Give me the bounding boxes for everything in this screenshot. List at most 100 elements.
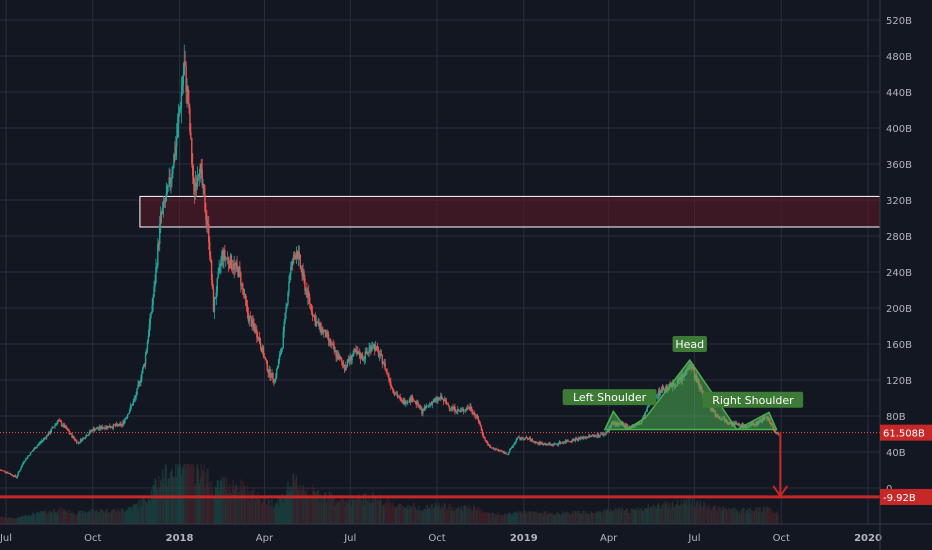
- volume-bar: [275, 503, 278, 524]
- candle-body: [351, 356, 353, 361]
- candle-body: [43, 438, 45, 440]
- volume-bar: [709, 508, 712, 524]
- volume-bar: [698, 504, 700, 524]
- candle-body: [383, 362, 385, 364]
- candle-body: [276, 366, 279, 370]
- candle-body: [405, 403, 407, 405]
- candle-body: [374, 346, 377, 351]
- volume-bar: [318, 501, 320, 524]
- candle-body: [563, 442, 566, 444]
- candle-body: [168, 177, 170, 186]
- candle-body: [553, 444, 555, 446]
- candle-body: [166, 186, 168, 194]
- volume-bar: [76, 513, 79, 524]
- candle-body: [134, 397, 136, 399]
- volume-bar: [229, 491, 232, 524]
- volume-bar: [504, 513, 506, 524]
- candle-body: [493, 449, 496, 451]
- candle-body: [121, 424, 123, 426]
- candle-body: [244, 293, 247, 301]
- candle-body: [14, 475, 17, 477]
- candle-body: [105, 427, 107, 429]
- candle-body: [659, 390, 662, 395]
- volume-bar: [256, 496, 258, 524]
- volume-bar: [138, 499, 140, 524]
- volume-bar: [258, 495, 260, 524]
- candle-body: [739, 425, 741, 427]
- volume-bar: [442, 506, 445, 524]
- volume-bar: [702, 507, 704, 524]
- candle-body: [527, 438, 530, 440]
- volume-bar: [137, 508, 139, 524]
- candle-body: [41, 440, 43, 442]
- candle-body: [663, 389, 665, 391]
- candle-body: [325, 332, 328, 338]
- volume-bar: [473, 504, 475, 524]
- volume-bar: [341, 495, 344, 524]
- volume-bar: [548, 511, 550, 524]
- volume-bar: [58, 508, 60, 524]
- volume-bar: [141, 506, 143, 524]
- volume-bar: [450, 510, 452, 524]
- volume-bar: [475, 510, 478, 524]
- volume-bar: [428, 506, 431, 524]
- candle-body: [292, 261, 294, 264]
- volume-bar: [249, 491, 251, 524]
- candle-body: [558, 441, 561, 444]
- candle-body: [370, 346, 372, 351]
- volume-bar: [530, 512, 533, 524]
- candle-body: [195, 182, 198, 187]
- volume-bar: [38, 512, 40, 524]
- candle-body: [206, 219, 208, 224]
- volume-bar: [326, 498, 329, 524]
- candle-body: [363, 359, 366, 361]
- volume-bar: [158, 475, 160, 524]
- volume-bar: [203, 464, 205, 524]
- candle-body: [505, 452, 507, 454]
- volume-bar: [162, 477, 165, 524]
- candle-body: [237, 267, 239, 277]
- volume-bar: [79, 510, 82, 524]
- volume-bar: [52, 510, 54, 524]
- resistance-zone-box[interactable]: [139, 195, 881, 228]
- volume-bar: [132, 504, 135, 524]
- pattern-label-bg: [702, 391, 804, 408]
- volume-bar: [86, 512, 88, 524]
- candle-body: [420, 408, 422, 410]
- volume-bar: [557, 513, 560, 524]
- candle-body: [422, 411, 424, 414]
- candle-body: [401, 399, 403, 402]
- volume-bar: [572, 510, 574, 524]
- volume-bar: [85, 512, 87, 524]
- candle-body: [468, 408, 470, 410]
- volume-bar: [507, 512, 510, 524]
- volume-bar: [103, 511, 105, 524]
- candle-body: [590, 435, 593, 437]
- volume-bar: [133, 504, 135, 524]
- volume-bar: [678, 505, 681, 524]
- volume-bar: [76, 514, 78, 524]
- volume-bar: [306, 487, 308, 524]
- candle-body: [357, 351, 359, 355]
- volume-bar: [271, 498, 273, 524]
- volume-bar: [466, 508, 468, 524]
- candle-body: [185, 65, 187, 92]
- volume-bar: [567, 512, 569, 524]
- volume-bar: [601, 513, 603, 524]
- candle-body: [286, 303, 288, 307]
- head-shoulders-shape[interactable]: [603, 358, 778, 431]
- volume-bar: [686, 497, 688, 524]
- candle-body: [358, 352, 361, 357]
- volume-bar: [576, 510, 579, 524]
- volume-bar: [31, 513, 34, 524]
- candle-body: [129, 406, 132, 411]
- candle-body: [202, 184, 204, 185]
- volume-bar: [377, 499, 380, 524]
- volume-bar: [215, 487, 218, 524]
- volume-bar: [120, 508, 122, 524]
- candle-body: [227, 258, 230, 264]
- volume-bar: [453, 510, 455, 524]
- candle-body: [157, 243, 159, 266]
- volume-bar: [194, 483, 197, 524]
